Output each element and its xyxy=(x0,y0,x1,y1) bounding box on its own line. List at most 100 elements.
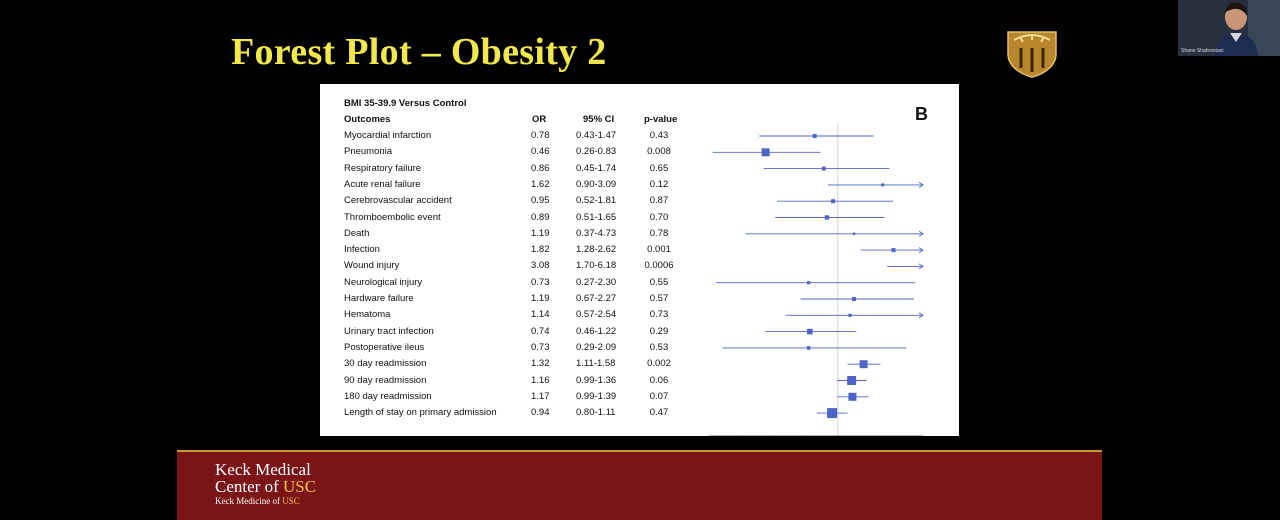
or-value: 0.46 xyxy=(531,146,550,158)
outcome-label: Myocardial infarction xyxy=(344,130,432,141)
p-value: 0.78 xyxy=(649,227,669,239)
or-value: 1.82 xyxy=(531,244,550,256)
brand-line-2: Center of USC xyxy=(215,478,316,495)
ci-value: 0.26-0.83 xyxy=(576,146,617,158)
participant-video-tile[interactable]: Shane Shahrestani xyxy=(1178,0,1280,56)
ci-value: 0.27-2.30 xyxy=(576,276,617,288)
outcome-label: Postoperative ileus xyxy=(344,341,425,353)
or-value: 1.14 xyxy=(531,309,550,321)
column-header-ci: 95% CI xyxy=(583,114,615,125)
estimate-marker xyxy=(852,297,857,301)
column-header-or: OR xyxy=(532,114,547,125)
outcome-label: Infection xyxy=(344,244,380,256)
brand-line-3-text: Keck Medicine of xyxy=(215,496,283,506)
or-value: 0.73 xyxy=(531,276,550,288)
outcome-label: Neurological injury xyxy=(344,276,423,288)
or-value: 0.74 xyxy=(531,325,550,337)
column-header-pvalue: p-value xyxy=(644,114,678,125)
ci-value: 0.67-2.27 xyxy=(576,293,617,304)
estimate-marker xyxy=(852,232,856,235)
p-value: 0.57 xyxy=(649,293,669,304)
p-value: 0.70 xyxy=(649,211,669,223)
usc-seal-icon xyxy=(1007,31,1057,78)
ci-value: 0.57-2.54 xyxy=(576,309,617,321)
outcome-label: Pneumonia xyxy=(344,146,393,158)
p-value: 0.008 xyxy=(647,146,671,158)
brand-usc-small: USC xyxy=(282,496,300,506)
estimate-marker xyxy=(827,408,838,419)
p-value: 0.47 xyxy=(649,407,669,419)
outcome-label: 90 day readmission xyxy=(344,374,427,386)
brand-line-1: Keck Medical xyxy=(215,460,311,479)
p-value: 0.73 xyxy=(649,309,669,321)
estimate-marker xyxy=(821,166,826,171)
estimate-marker xyxy=(848,392,857,401)
or-value: 1.17 xyxy=(531,390,550,402)
estimate-marker xyxy=(806,281,811,285)
p-value: 0.0006 xyxy=(644,260,674,272)
outcome-label: Urinary tract infection xyxy=(344,325,434,337)
outcome-label: Hematoma xyxy=(344,309,391,321)
estimate-marker xyxy=(847,376,857,385)
ci-value: 1.70-6.18 xyxy=(576,260,617,272)
p-value: 0.65 xyxy=(649,162,669,174)
ci-value: 1.11-1.58 xyxy=(576,358,616,370)
outcome-label: 30 day readmission xyxy=(344,358,427,370)
or-value: 1.19 xyxy=(531,293,550,304)
brand-line-2-text: Center of xyxy=(215,477,283,496)
ci-overflow-arrow xyxy=(918,247,924,253)
ci-value: 0.37-4.73 xyxy=(576,227,617,239)
or-value: 0.94 xyxy=(531,407,550,419)
ci-value: 0.99-1.36 xyxy=(576,374,617,386)
estimate-marker xyxy=(831,199,836,204)
p-value: 0.12 xyxy=(649,178,669,190)
ci-value: 0.46-1.22 xyxy=(576,325,617,337)
ci-overflow-arrow xyxy=(918,230,924,237)
estimate-marker xyxy=(806,346,811,350)
or-value: 0.86 xyxy=(531,162,550,174)
ci-value: 1.28-2.62 xyxy=(576,244,617,256)
estimate-marker xyxy=(859,360,868,369)
or-value: 0.95 xyxy=(531,195,550,207)
or-value: 0.73 xyxy=(531,341,550,353)
outcome-label: Thromboembolic event xyxy=(344,211,441,223)
ci-value: 0.51-1.65 xyxy=(576,211,617,223)
brand-line-3: Keck Medicine of USC xyxy=(215,496,300,506)
forest-plot-area: 0.250.350.500.711.02.5 xyxy=(708,124,924,436)
participant-name-label: Shane Shahrestani xyxy=(1181,48,1224,54)
or-value: 1.32 xyxy=(531,358,550,370)
p-value: 0.53 xyxy=(649,341,669,353)
column-header-outcomes: Outcomes xyxy=(344,114,391,125)
ci-value: 0.90-3.09 xyxy=(576,178,617,190)
ci-value: 0.43-1.47 xyxy=(576,130,617,141)
estimate-marker xyxy=(761,148,770,157)
participant-avatar xyxy=(1178,0,1280,56)
estimate-marker xyxy=(848,313,852,317)
p-value: 0.06 xyxy=(649,374,669,386)
or-value: 1.16 xyxy=(531,374,550,386)
p-value: 0.87 xyxy=(649,195,669,207)
outcome-label: Cerebrovascular accident xyxy=(344,195,452,207)
or-value: 3.08 xyxy=(531,260,550,272)
outcome-label: Wound injury xyxy=(344,260,400,272)
or-value: 1.62 xyxy=(531,178,550,190)
outcome-label: Death xyxy=(344,227,370,239)
ci-overflow-arrow xyxy=(918,182,924,188)
ci-value: 0.45-1.74 xyxy=(576,162,617,174)
p-value: 0.43 xyxy=(649,130,669,141)
footer-banner: Keck Medical Center of USC Keck Medicine… xyxy=(177,450,1102,520)
ci-overflow-arrow xyxy=(918,312,924,319)
p-value: 0.002 xyxy=(647,358,671,370)
or-value: 0.78 xyxy=(531,130,550,141)
p-value: 0.07 xyxy=(649,390,669,402)
ci-value: 0.52-1.81 xyxy=(576,195,617,207)
forest-plot-panel: BMI 35-39.9 Versus Control B Outcomes OR… xyxy=(320,84,959,436)
ci-overflow-arrow xyxy=(918,263,924,270)
or-value: 0.89 xyxy=(531,211,550,223)
estimate-marker xyxy=(812,134,817,138)
ci-value: 0.80-1.11 xyxy=(576,407,616,419)
p-value: 0.001 xyxy=(647,244,671,256)
p-value: 0.55 xyxy=(649,276,669,288)
brand-usc: USC xyxy=(282,477,317,496)
or-value: 1.19 xyxy=(531,227,550,239)
